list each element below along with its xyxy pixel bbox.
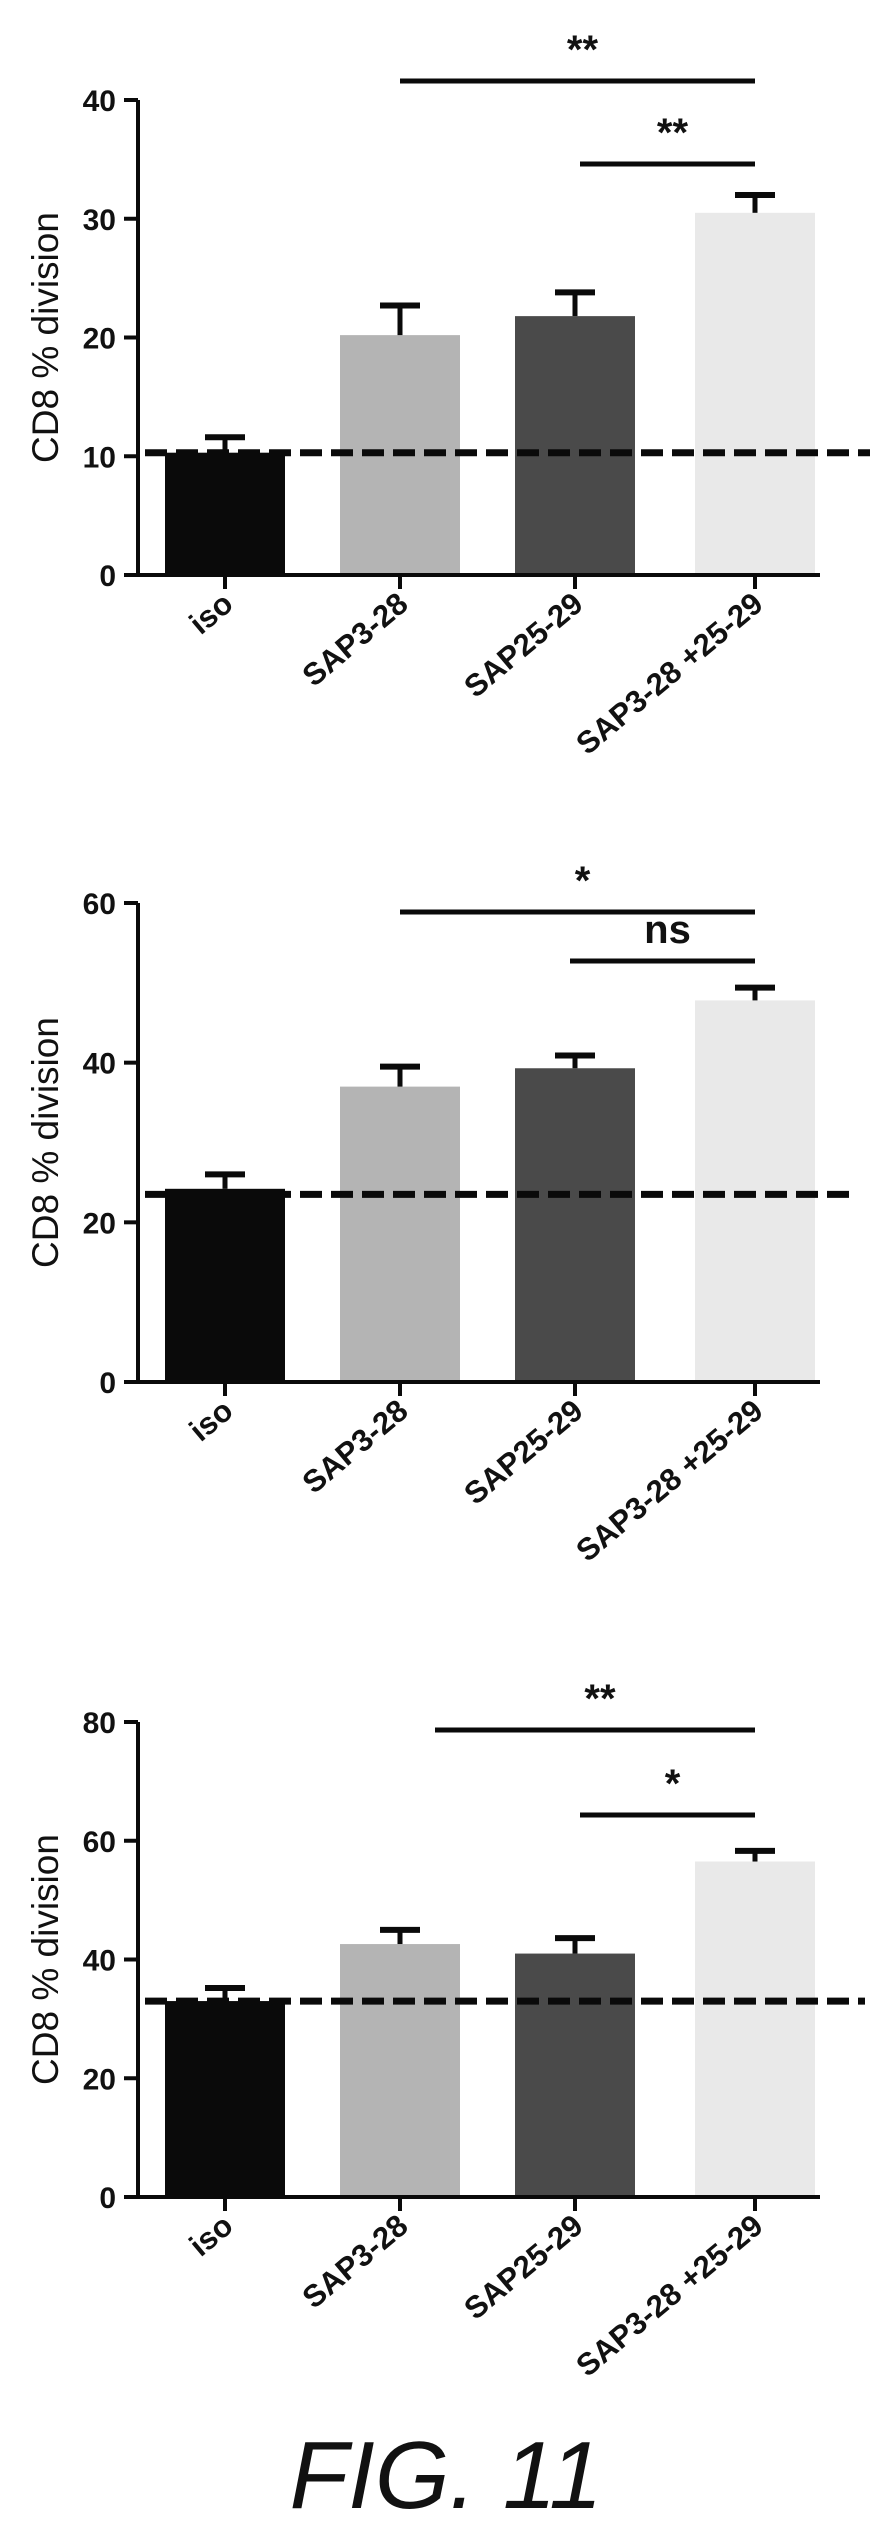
y-tick-label: 0 [99,1367,116,1400]
x-tick-label: iso [183,2208,240,2264]
x-tick-label: iso [183,586,240,642]
x-tick-label: SAP3-28 [296,1393,415,1501]
y-tick-label: 40 [83,1945,116,1978]
y-tick-label: 40 [83,85,116,118]
y-tick-label: 20 [83,323,116,356]
y-axis-title: CD8 % division [25,212,66,463]
bar-2 [340,1086,460,1382]
y-tick-label: 20 [83,1207,116,1240]
bar-1 [165,452,285,575]
significance-label: ** [657,111,689,155]
x-tick-label: SAP25-29 [457,1393,589,1512]
y-tick-label: 30 [83,204,116,237]
x-tick-label: SAP25-29 [457,2208,589,2327]
significance-label: * [665,1762,681,1806]
bar-2 [340,1944,460,2197]
x-tick-label: SAP3-28 [296,2208,415,2316]
x-tick-label: SAP3-28 +25-29 [569,1393,769,1569]
bar-1 [165,2001,285,2197]
figure-label: FIG. 11 [290,2422,603,2529]
significance-label: * [575,859,591,903]
bar-3 [515,1953,635,2197]
y-tick-label: 40 [83,1048,116,1081]
x-tick-label: SAP3-28 [296,586,415,694]
significance-label: ** [567,28,599,72]
y-axis-title: CD8 % division [25,1017,66,1268]
y-tick-label: 80 [83,1707,116,1740]
significance-label: ** [584,1677,616,1721]
bar-3 [515,316,635,575]
y-tick-label: 0 [99,2182,116,2215]
y-tick-label: 0 [99,560,116,593]
bar-4 [695,1861,815,2197]
x-tick-label: SAP3-28 +25-29 [569,586,769,762]
x-tick-label: iso [183,1393,240,1449]
y-axis-title: CD8 % division [25,1834,66,2085]
bar-4 [695,212,815,575]
significance-label: ns [644,908,691,952]
bar-1 [165,1188,285,1382]
y-tick-label: 10 [83,441,116,474]
y-tick-label: 20 [83,2063,116,2096]
x-tick-label: SAP3-28 +25-29 [569,2208,769,2384]
y-tick-label: 60 [83,888,116,921]
y-tick-label: 60 [83,1826,116,1859]
bar-3 [515,1068,635,1382]
x-tick-label: SAP25-29 [457,586,589,705]
